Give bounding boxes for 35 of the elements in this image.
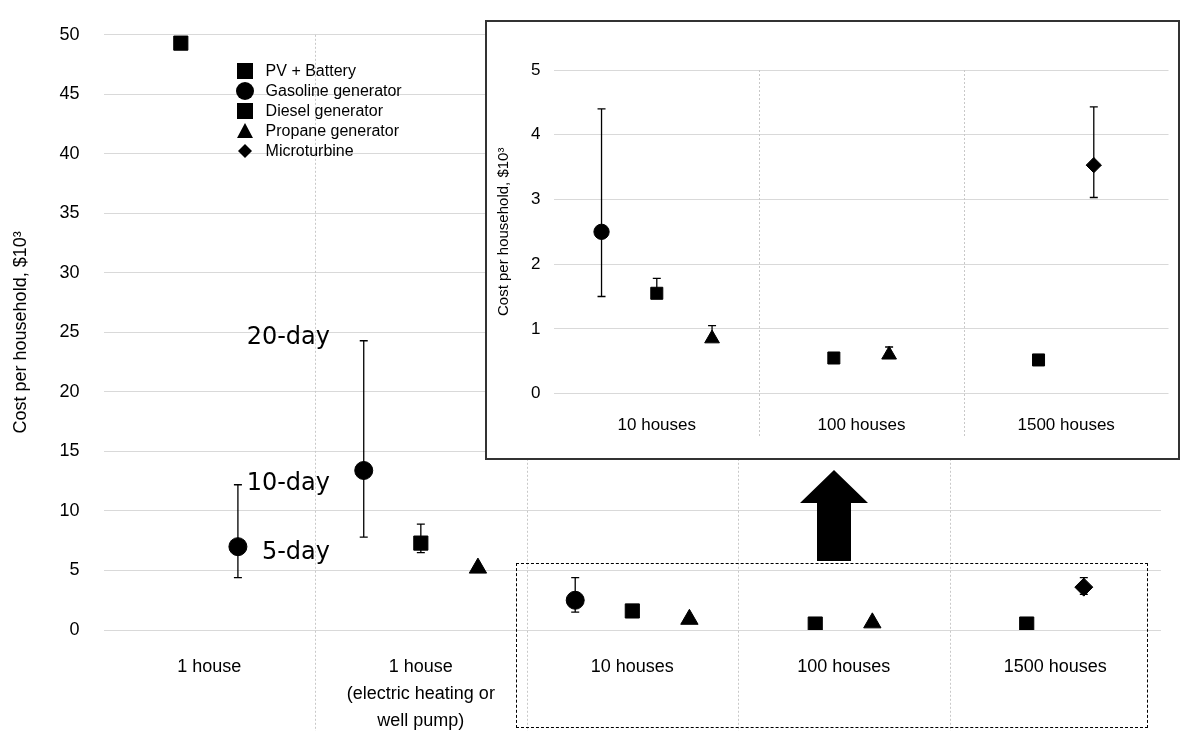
annotation: 10-day bbox=[246, 468, 330, 497]
y-tick-label: 40 bbox=[59, 142, 80, 163]
annotation: 5-day bbox=[261, 537, 330, 566]
y-tick-label: 0 bbox=[530, 383, 541, 403]
y-tick-label: 50 bbox=[59, 23, 80, 44]
x-tick-label: 10 houses bbox=[590, 656, 674, 677]
y-tick-label: 1 bbox=[530, 318, 541, 338]
y-tick-label: 5 bbox=[530, 59, 541, 79]
y-axis-title: Cost per household, $10³ bbox=[9, 231, 30, 434]
y-tick-label: 15 bbox=[59, 440, 80, 461]
x-tick-label: 1500 houses bbox=[1017, 415, 1115, 435]
legend-label: Diesel generator bbox=[265, 100, 384, 121]
y-tick-label: 20 bbox=[59, 380, 80, 401]
annotation: 20-day bbox=[246, 322, 330, 351]
y-axis-title: Cost per household, $10³ bbox=[494, 147, 512, 317]
y-tick-label: 35 bbox=[59, 202, 80, 223]
y-tick-label: 25 bbox=[59, 321, 80, 342]
y-tick-label: 5 bbox=[69, 559, 80, 580]
y-tick-label: 4 bbox=[530, 124, 541, 144]
x-tick-label: 1500 houses bbox=[1003, 656, 1107, 677]
x-tick-label: 1 house (electric heating or well pump) bbox=[346, 656, 495, 731]
legend-label: Microturbine bbox=[265, 140, 354, 161]
x-tick-label: 1 house bbox=[177, 656, 242, 677]
y-tick-label: 30 bbox=[59, 261, 80, 282]
y-tick-label: 10 bbox=[59, 499, 80, 520]
legend-label: PV + Battery bbox=[265, 60, 356, 81]
y-tick-label: 45 bbox=[59, 83, 80, 104]
legend-label: Gasoline generator bbox=[265, 80, 402, 101]
y-tick-label: 3 bbox=[530, 189, 541, 209]
y-tick-label: 0 bbox=[69, 618, 80, 639]
y-tick-label: 2 bbox=[530, 253, 541, 273]
x-tick-label: 10 houses bbox=[617, 415, 697, 435]
legend-label: Propane generator bbox=[265, 120, 400, 141]
x-tick-label: 100 houses bbox=[817, 415, 906, 435]
x-tick-label: 100 houses bbox=[797, 656, 891, 677]
